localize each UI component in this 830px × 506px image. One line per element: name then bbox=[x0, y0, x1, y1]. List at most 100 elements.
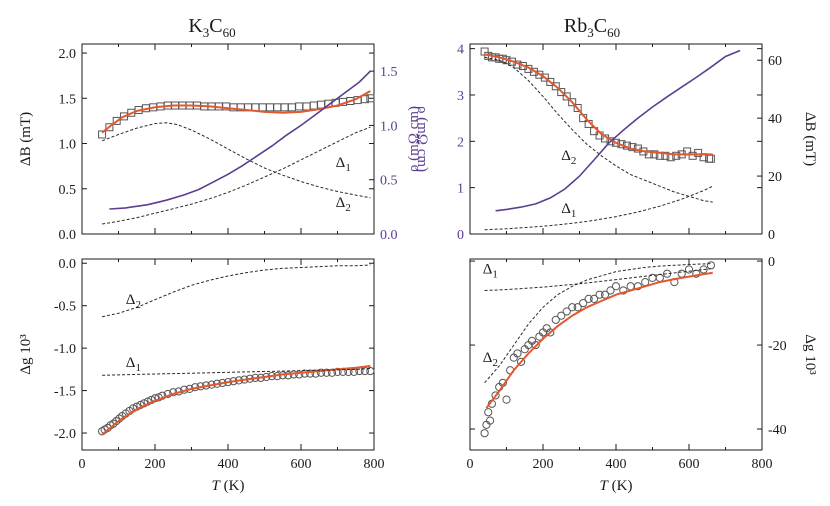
x-tick-label: 400 bbox=[606, 457, 627, 472]
x-tick-label: 800 bbox=[752, 457, 773, 472]
data-point-square bbox=[287, 103, 296, 112]
x-tick-label: 600 bbox=[291, 457, 312, 472]
gap-label: Δ1 bbox=[561, 201, 576, 220]
data-point-circle bbox=[366, 366, 375, 376]
data-point-circle bbox=[513, 349, 522, 358]
y2-tick-label: 20 bbox=[768, 170, 782, 185]
y2-axis-label: Δg 10³ bbox=[802, 334, 818, 375]
y2-tick-label: 0 bbox=[768, 228, 775, 243]
y2-axis-label: ΔB (mT) bbox=[802, 112, 818, 166]
y-tick-label: -0.5 bbox=[54, 300, 76, 315]
y-axis-label: ΔB (mT) bbox=[18, 112, 34, 166]
gap-component-curve bbox=[101, 122, 371, 199]
y2-tick-label: 60 bbox=[768, 54, 782, 69]
data-point-circle bbox=[311, 369, 320, 378]
y2-tick-label: 0.5 bbox=[380, 174, 398, 189]
data-point-square bbox=[573, 104, 582, 113]
gap-label: Δ2 bbox=[561, 148, 576, 167]
gap-component-curve bbox=[102, 126, 371, 225]
data-point-square bbox=[562, 92, 571, 101]
data-point-circle bbox=[485, 416, 495, 425]
data-point-circle bbox=[316, 368, 326, 377]
y-tick-label: -1.5 bbox=[54, 385, 76, 400]
data-point-circle bbox=[584, 294, 593, 303]
gap-component-curve bbox=[484, 56, 713, 203]
data-point-square bbox=[366, 94, 375, 103]
data-point-square bbox=[105, 123, 114, 132]
data-point-square bbox=[535, 70, 544, 79]
data-point-circle bbox=[573, 303, 582, 312]
y2-tick-label: 1.0 bbox=[380, 119, 398, 134]
gap-label: Δ1 bbox=[336, 155, 351, 174]
y-tick-label: 2 bbox=[457, 135, 464, 150]
y2-tick-label: 40 bbox=[768, 112, 782, 127]
y2-axis-label: ρ (mΩ cm) bbox=[414, 106, 430, 172]
data-point-square bbox=[258, 103, 267, 112]
resistivity-curve bbox=[495, 49, 741, 212]
plot-frame bbox=[81, 43, 375, 235]
data-point-square bbox=[360, 95, 369, 104]
data-point-square bbox=[661, 151, 670, 160]
data-point-circle bbox=[480, 429, 489, 438]
data-point-square bbox=[280, 103, 289, 112]
y-tick-label: 0 bbox=[457, 228, 464, 243]
fit-curve bbox=[484, 53, 713, 156]
title-k3c60: K3C60 bbox=[188, 15, 235, 40]
data-point-circle bbox=[557, 311, 566, 320]
gap-label: Δ1 bbox=[483, 262, 498, 281]
y-axis-label: Δg 10³ bbox=[18, 334, 34, 375]
data-point-circle bbox=[684, 265, 694, 274]
data-point-square bbox=[317, 100, 326, 109]
y2-tick-label: 0.0 bbox=[380, 228, 398, 243]
x-tick-label: 0 bbox=[467, 457, 474, 472]
data-point-circle bbox=[551, 315, 560, 324]
data-point-circle bbox=[502, 395, 511, 404]
data-point-circle bbox=[333, 367, 342, 377]
panel-k3c60-bottom: 0 200 400 600 800 T (K) 0.0 -0.5 -1.0 -1.5 -2.0 Δg … bbox=[18, 257, 385, 494]
data-point-circle bbox=[655, 273, 664, 282]
data-point-circle bbox=[517, 357, 526, 366]
data-point-square bbox=[546, 77, 555, 86]
y-tick-label: 0.5 bbox=[59, 183, 77, 198]
data-point-circle bbox=[579, 298, 588, 308]
x-tick-label: 200 bbox=[533, 457, 554, 472]
data-point-square bbox=[302, 102, 311, 111]
y-tick-label: 0.0 bbox=[59, 228, 77, 243]
title-rb3c60: Rb3C60 bbox=[564, 15, 620, 40]
resistivity-curve bbox=[109, 70, 371, 210]
data-point-circle bbox=[611, 282, 621, 291]
gap-label: Δ1 bbox=[126, 355, 141, 374]
y2-tick-label: 0 bbox=[768, 255, 775, 270]
x-tick-label: 400 bbox=[218, 457, 239, 472]
data-point-circle bbox=[484, 408, 493, 417]
data-point-square bbox=[98, 130, 107, 139]
data-point-circle bbox=[109, 419, 118, 428]
y-tick-label: 1 bbox=[457, 182, 464, 197]
data-point-square bbox=[672, 151, 681, 160]
data-point-circle bbox=[706, 261, 716, 270]
y-tick-label: 4 bbox=[457, 43, 464, 58]
gap-component-curve bbox=[484, 263, 711, 384]
data-point-circle bbox=[322, 368, 331, 377]
y2-tick-label: -20 bbox=[768, 339, 787, 354]
data-point-square bbox=[295, 102, 304, 111]
x-axis-label: T (K) bbox=[600, 478, 633, 494]
gap-component-curve bbox=[101, 264, 371, 318]
data-point-circle bbox=[531, 340, 540, 350]
data-point-square bbox=[694, 148, 703, 157]
y-axis-label: ρ (mΩ cm) bbox=[406, 106, 422, 172]
data-point-circle bbox=[306, 369, 315, 378]
data-point-circle bbox=[590, 294, 599, 303]
data-point-square bbox=[551, 82, 560, 91]
data-point-square bbox=[309, 101, 318, 110]
data-point-square bbox=[688, 151, 697, 160]
gap-label: Δ2 bbox=[126, 292, 141, 311]
gap-label: Δ2 bbox=[336, 195, 351, 214]
y2-tick-label: -40 bbox=[768, 423, 787, 438]
data-point-square bbox=[706, 154, 715, 163]
x-axis-label: T (K) bbox=[212, 478, 245, 494]
x-tick-label: 800 bbox=[364, 457, 385, 472]
data-point-circle bbox=[619, 286, 628, 295]
